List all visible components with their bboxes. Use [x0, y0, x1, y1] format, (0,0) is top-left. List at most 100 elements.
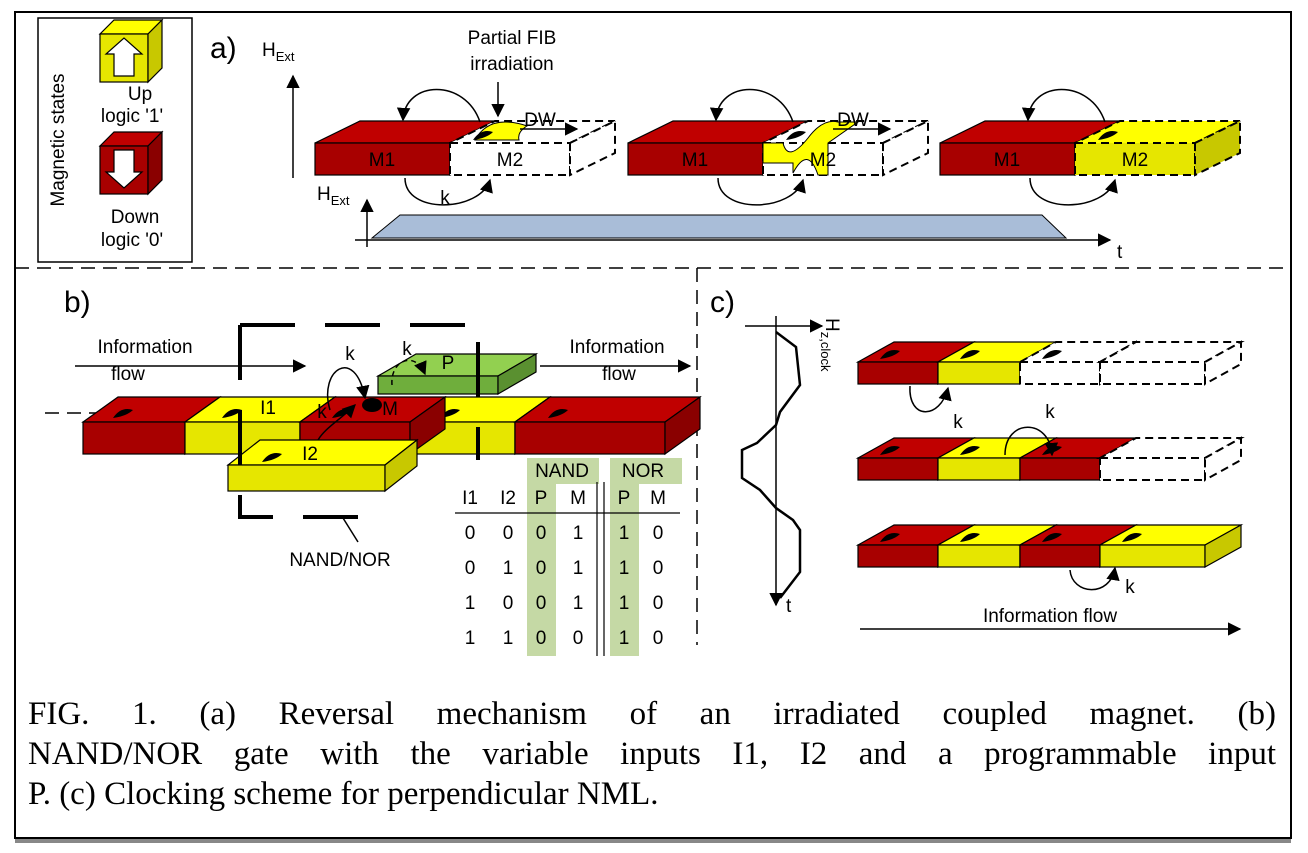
arrow	[1021, 88, 1106, 123]
annotation: Information flow	[983, 606, 1117, 627]
gate-pointer	[342, 517, 359, 543]
magnet-side	[147, 130, 163, 196]
label: M	[650, 488, 666, 509]
label: 1	[573, 558, 584, 579]
label: k	[1045, 402, 1055, 423]
magnet-front	[937, 544, 1021, 568]
label: 0	[536, 593, 547, 614]
annotation: flow	[602, 364, 636, 385]
shapes	[45, 18, 1245, 656]
magnet-front	[937, 457, 1021, 481]
label: 1	[619, 523, 630, 544]
gate-boundary	[238, 325, 380, 519]
annotation: Partial FIB	[468, 28, 557, 49]
label: 1	[573, 593, 584, 614]
nucleation-site	[960, 533, 980, 542]
label: P	[535, 488, 548, 509]
label: 1	[619, 628, 630, 649]
arrow	[717, 177, 806, 206]
label: DW	[837, 110, 869, 131]
label: M2	[497, 150, 523, 171]
label: NAND	[535, 461, 589, 482]
panel-label: b)	[64, 286, 91, 319]
label: 0	[536, 628, 547, 649]
label: M	[382, 399, 398, 420]
label: P	[442, 353, 455, 374]
column-highlight	[610, 482, 639, 656]
caption-line: P. (c) Clocking scheme for perpendicular…	[28, 776, 659, 812]
label: 0	[465, 523, 476, 544]
annotation: Information	[97, 337, 192, 358]
nucleation-site	[548, 409, 568, 418]
magnet-front	[627, 142, 764, 176]
magnet-side	[497, 352, 537, 396]
label: k	[317, 402, 327, 423]
panel-label: a)	[210, 32, 237, 65]
label: 0	[653, 558, 664, 579]
magnet-front	[939, 142, 1076, 176]
label: I2	[500, 488, 516, 509]
label: 0	[465, 558, 476, 579]
label: 0	[653, 523, 664, 544]
nucleation-site	[1042, 533, 1062, 542]
magnet-front	[227, 464, 386, 492]
column-highlight	[527, 482, 556, 656]
caption: FIG. 1. (a) Reversal mechanism of an irr…	[28, 694, 1276, 814]
field-pulse	[370, 214, 1068, 239]
annotation: flow	[111, 364, 145, 385]
clock-waveform	[740, 331, 802, 599]
axis-symbol: H	[821, 318, 842, 332]
label: M1	[369, 150, 395, 171]
nucleation-site	[1042, 350, 1062, 359]
label: 0	[536, 523, 547, 544]
magnet-front	[937, 361, 1021, 385]
nucleation-site	[786, 131, 806, 140]
caption-line: NAND/NOR gate with the variable inputs I…	[28, 736, 1276, 772]
nucleation-site	[880, 350, 900, 359]
down-arrow	[104, 149, 144, 189]
magnet-front	[1019, 457, 1101, 481]
label: M1	[994, 150, 1020, 171]
magnet-side	[1194, 119, 1241, 177]
label: 0	[653, 628, 664, 649]
label: 0	[653, 593, 664, 614]
magnet-front	[1099, 544, 1206, 568]
label: M2	[810, 150, 836, 171]
axis-subscript: Ext	[276, 49, 295, 64]
panel-label: c)	[710, 286, 735, 319]
legend-box	[37, 17, 193, 263]
label: 1	[619, 593, 630, 614]
arrow	[1004, 426, 1059, 457]
magnet-front	[1074, 142, 1196, 176]
label: 1	[619, 558, 630, 579]
label: 0	[503, 593, 514, 614]
arrow	[317, 404, 356, 441]
arrow	[391, 359, 427, 386]
nucleation-site	[262, 453, 282, 462]
magnet-front	[449, 142, 571, 176]
nucleation-site	[880, 446, 900, 455]
magnet-front	[1019, 361, 1101, 385]
up-arrow	[104, 37, 144, 77]
arrow	[909, 385, 952, 413]
label: k	[402, 339, 412, 360]
legend-up: Up	[128, 84, 152, 105]
axis-label: Hz,clock	[818, 318, 842, 372]
label: k	[440, 188, 450, 209]
nucleation-site	[960, 350, 980, 359]
nucleation-site	[1122, 533, 1142, 542]
label: 1	[503, 558, 514, 579]
magnet-side	[1204, 436, 1242, 482]
legend-up-logic: logic '1'	[101, 106, 163, 127]
nucleation-site	[960, 446, 980, 455]
label: k	[953, 412, 963, 433]
label: 1	[573, 523, 584, 544]
magnet-front	[1099, 457, 1206, 481]
axis-label: HExt	[317, 184, 350, 208]
axis-label: HExt	[262, 40, 295, 64]
label: k	[345, 344, 355, 365]
label: 0	[536, 558, 547, 579]
magnet-side	[384, 438, 418, 493]
magnet-side	[664, 395, 701, 456]
